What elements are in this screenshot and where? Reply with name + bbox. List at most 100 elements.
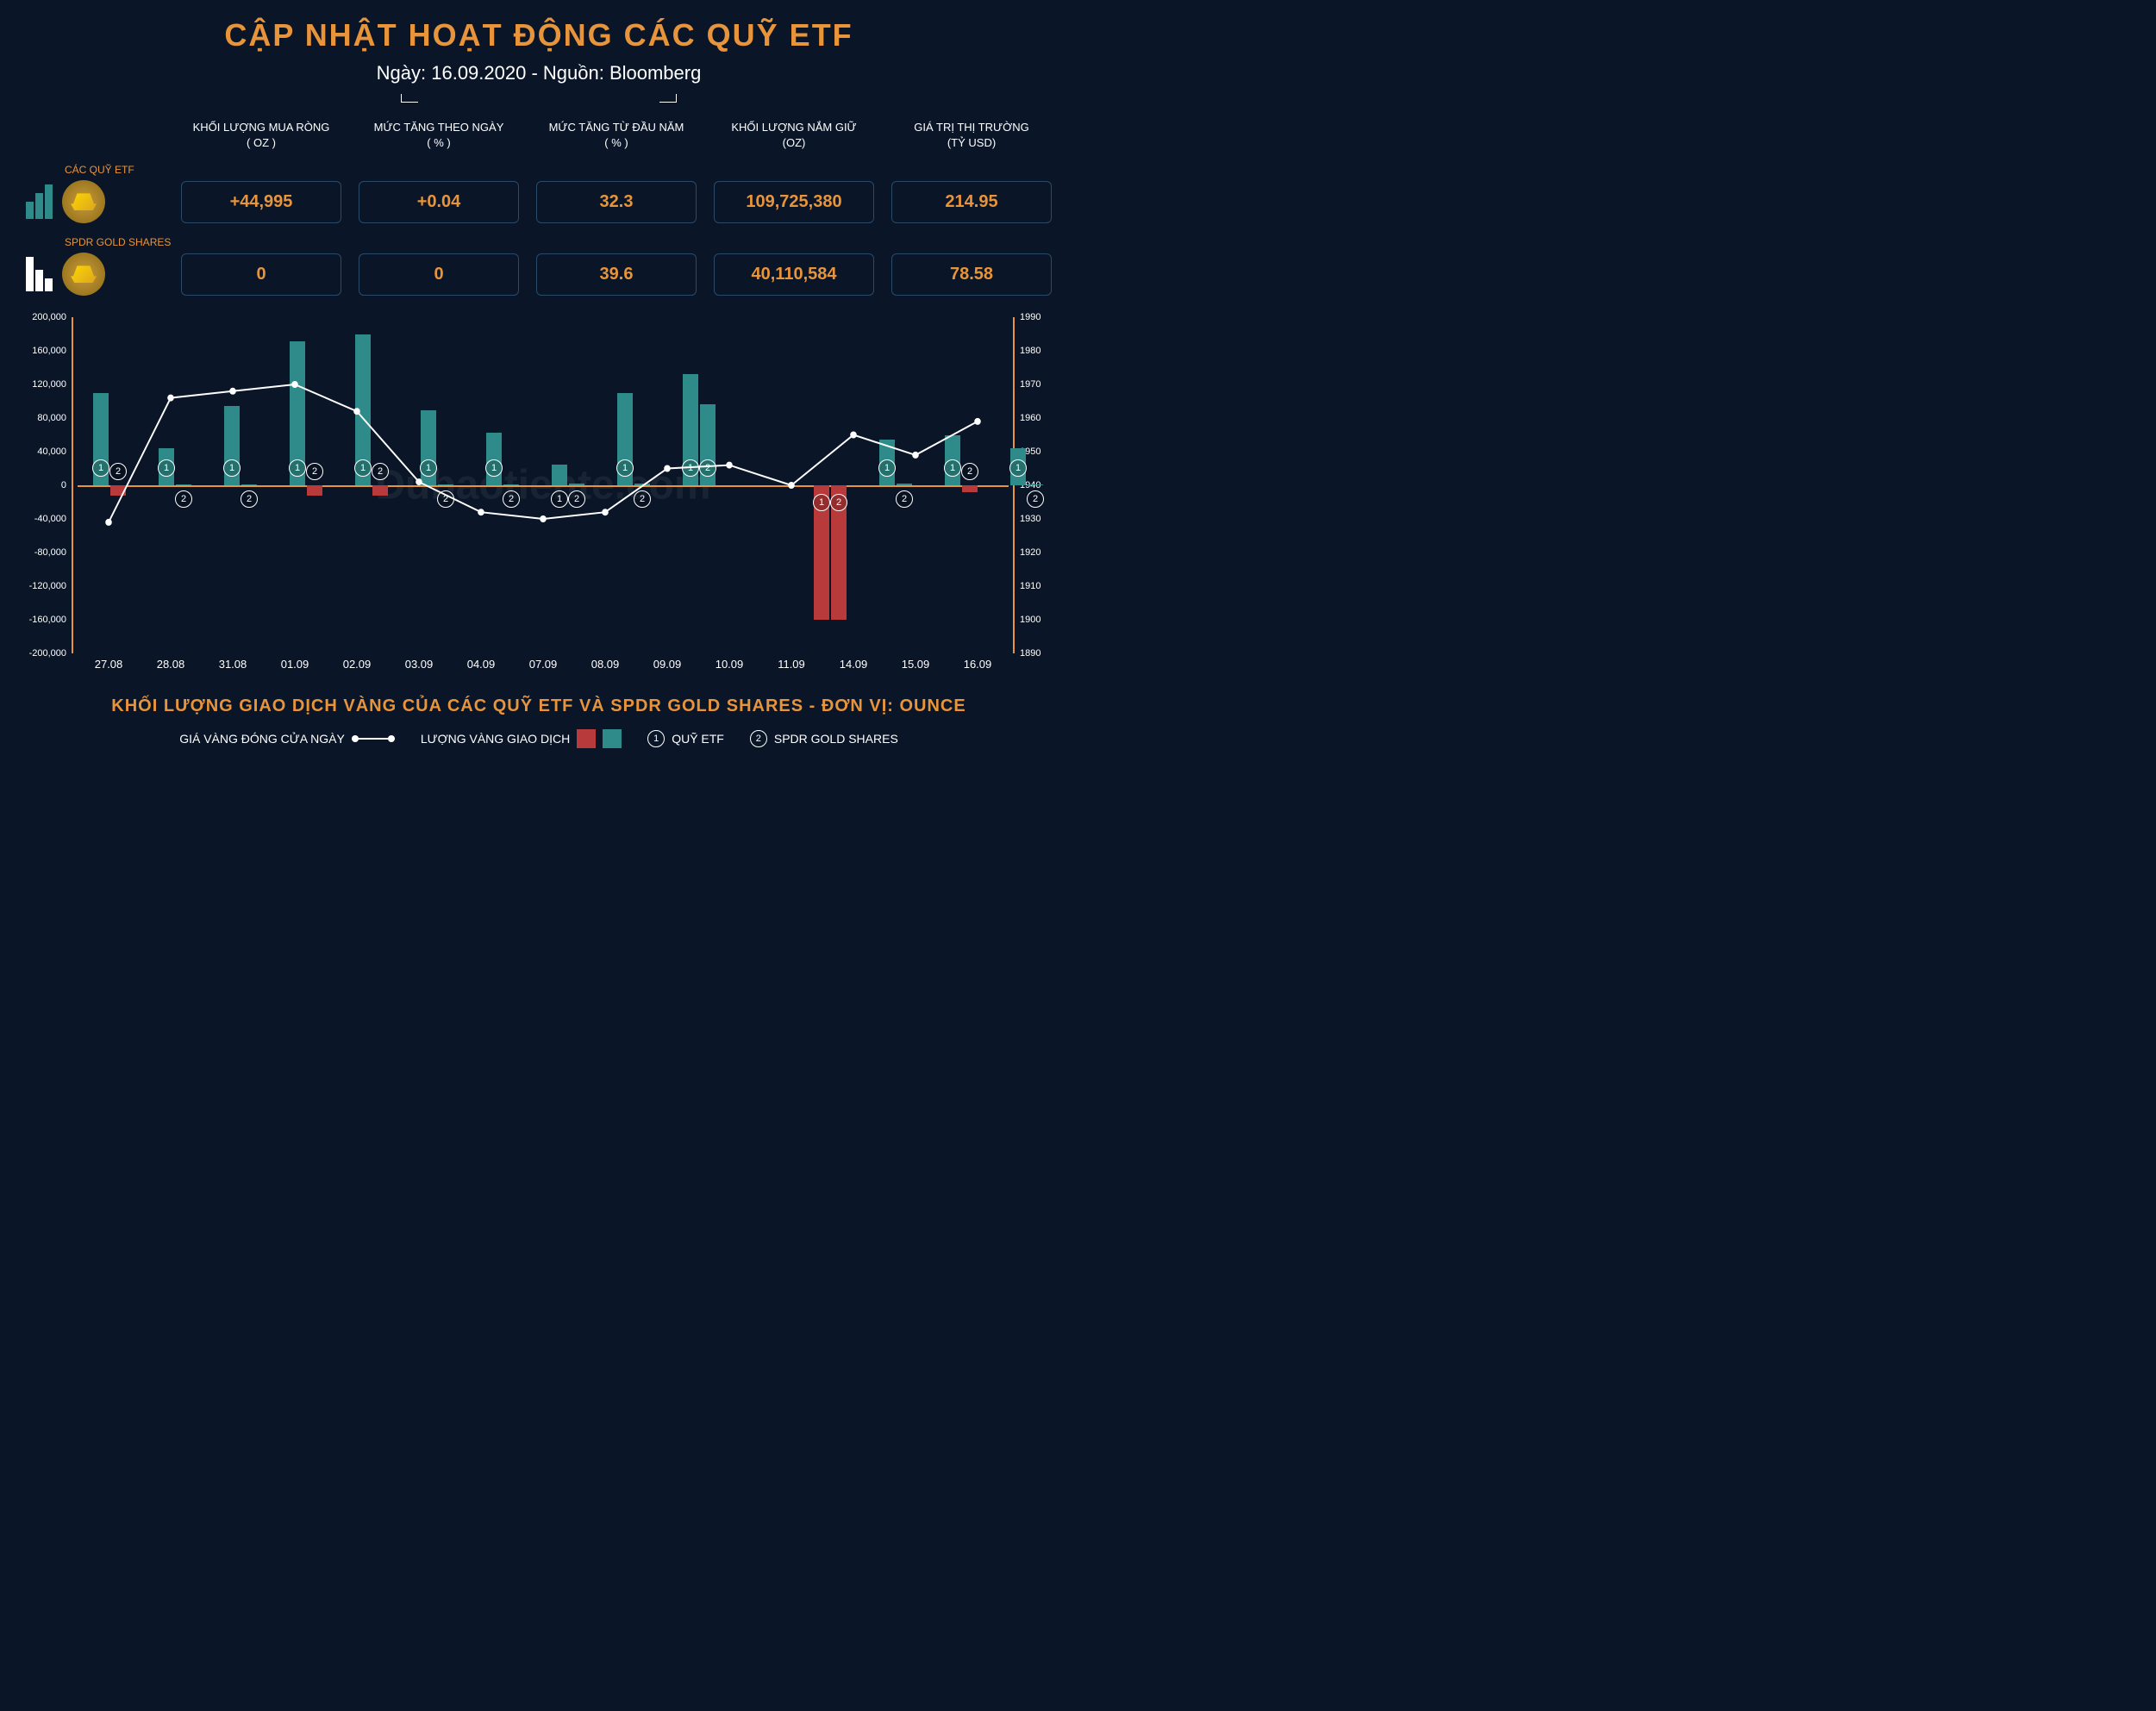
- chart-bar: 1: [290, 341, 305, 486]
- series-badge: 1: [551, 490, 568, 508]
- y-tick-right: 1930: [1020, 514, 1041, 524]
- data-row: CÁC QUỸ ETF+44,995+0.0432.3109,725,38021…: [26, 164, 1052, 223]
- chart-bar: 2: [569, 484, 584, 485]
- series-badge: 2: [634, 490, 651, 508]
- legend-line-label: GIÁ VÀNG ĐÓNG CỬA NGÀY: [179, 732, 345, 746]
- y-tick-right: 1910: [1020, 581, 1041, 591]
- teal-swatch: [603, 729, 622, 748]
- y-tick-right: 1980: [1020, 346, 1041, 356]
- chart-plot: Dubaotiente.com 121212121212121212121212…: [78, 317, 1009, 653]
- chart-bar: 2: [897, 484, 912, 485]
- y-tick-left: 40,000: [37, 446, 66, 457]
- series-badge: 2: [699, 459, 716, 477]
- x-label: 15.09: [884, 658, 947, 679]
- series-badge: 1: [616, 459, 634, 477]
- y-tick-right: 1970: [1020, 379, 1041, 390]
- legend-price-line: GIÁ VÀNG ĐÓNG CỬA NGÀY: [179, 732, 395, 746]
- row-icon-group: [26, 253, 164, 296]
- x-label: 31.08: [202, 658, 264, 679]
- y-axis-left: -200,000-160,000-120,000-80,000-40,00004…: [26, 317, 73, 653]
- y-tick-right: 1890: [1020, 648, 1041, 659]
- chart-bar: 1: [617, 393, 633, 485]
- y-tick-right: 1920: [1020, 547, 1041, 558]
- zero-line: [78, 485, 1009, 487]
- series-badge: 2: [437, 490, 454, 508]
- red-swatch: [577, 729, 596, 748]
- legend-s2-label: SPDR GOLD SHARES: [774, 732, 898, 746]
- y-axis-right: 1890190019101920193019401950196019701980…: [1013, 317, 1052, 653]
- y-tick-left: -120,000: [29, 581, 66, 591]
- series-badge: 1: [354, 459, 372, 477]
- legend-series-2: 2 SPDR GOLD SHARES: [750, 730, 898, 747]
- series-badge: 2: [961, 463, 978, 480]
- series-badge: 2: [830, 494, 847, 511]
- x-label: 10.09: [698, 658, 760, 679]
- chart-bar: 2: [1028, 484, 1043, 485]
- y-tick-left: 120,000: [32, 379, 66, 390]
- data-cell: +44,995: [181, 181, 341, 223]
- chart-bar: 1: [486, 433, 502, 485]
- legend-volume: LƯỢNG VÀNG GIAO DỊCH: [421, 729, 622, 748]
- row-icon-group: [26, 180, 164, 223]
- chart-bar: 1: [224, 406, 240, 486]
- gold-icon: [62, 180, 105, 223]
- y-tick-left: 200,000: [32, 312, 66, 322]
- circle-2-icon: 2: [750, 730, 767, 747]
- column-headers: KHỐI LƯỢNG MUA RÒNG( OZ )MỨC TĂNG THEO N…: [181, 120, 1052, 151]
- chart-bar: 1: [945, 435, 960, 486]
- data-cell: 78.58: [891, 253, 1052, 296]
- column-header: KHỐI LƯỢNG NẮM GIỮ(OZ): [714, 120, 874, 151]
- x-label: 02.09: [326, 658, 388, 679]
- x-label: 11.09: [760, 658, 822, 679]
- series-badge: 2: [372, 463, 389, 480]
- y-tick-left: 0: [61, 480, 66, 490]
- series-badge: 1: [92, 459, 109, 477]
- chart-bar: 2: [110, 485, 126, 496]
- page-subtitle: Ngày: 16.09.2020 - Nguồn: Bloomberg: [26, 62, 1052, 84]
- x-label: 16.09: [947, 658, 1009, 679]
- data-cell: 0: [181, 253, 341, 296]
- data-cell: +0.04: [359, 181, 519, 223]
- x-label: 28.08: [140, 658, 202, 679]
- chart-bar: 2: [372, 485, 388, 496]
- bars-icon: [26, 184, 53, 219]
- series-badge: 1: [223, 459, 241, 477]
- chart-bar: 1: [552, 465, 567, 485]
- chart-bar: 2: [438, 484, 453, 485]
- series-badge: 2: [503, 490, 520, 508]
- chart-area: -200,000-160,000-120,000-80,000-40,00004…: [26, 317, 1052, 679]
- column-header: MỨC TĂNG TỪ ĐẦU NĂM( % ): [536, 120, 697, 151]
- series-badge: 1: [289, 459, 306, 477]
- y-tick-left: 160,000: [32, 346, 66, 356]
- data-cell: 0: [359, 253, 519, 296]
- x-label: 14.09: [822, 658, 884, 679]
- chart-bar: 1: [421, 410, 436, 486]
- chart-bar: 2: [700, 404, 716, 486]
- series-badge: 2: [896, 490, 913, 508]
- y-tick-left: -80,000: [34, 547, 66, 558]
- x-label: 03.09: [388, 658, 450, 679]
- line-icon: [352, 738, 395, 740]
- x-label: 09.09: [636, 658, 698, 679]
- bars-icon: [26, 257, 53, 291]
- x-label: 08.09: [574, 658, 636, 679]
- chart-bar: 2: [503, 484, 519, 485]
- data-cell: 40,110,584: [714, 253, 874, 296]
- series-badge: 2: [109, 463, 127, 480]
- data-cell: 39.6: [536, 253, 697, 296]
- x-label: 01.09: [264, 658, 326, 679]
- chart-bar: 1: [93, 393, 109, 485]
- chart-bar: 2: [962, 485, 978, 492]
- row-label: CÁC QUỸ ETF: [65, 164, 1052, 176]
- chart-bar: 2: [831, 485, 847, 620]
- column-header: MỨC TĂNG THEO NGÀY( % ): [359, 120, 519, 151]
- y-tick-left: -40,000: [34, 514, 66, 524]
- y-tick-left: -160,000: [29, 615, 66, 625]
- legend-vol-label: LƯỢNG VÀNG GIAO DỊCH: [421, 732, 570, 746]
- data-row: SPDR GOLD SHARES 00 39.6 40,110,584 78.58: [26, 236, 1052, 296]
- legend-series-1: 1 QUỸ ETF: [647, 730, 724, 747]
- subtitle-brackets: [26, 91, 1052, 107]
- chart-bar: 2: [634, 484, 650, 485]
- x-label: 27.08: [78, 658, 140, 679]
- row-label: SPDR GOLD SHARES: [65, 236, 1052, 248]
